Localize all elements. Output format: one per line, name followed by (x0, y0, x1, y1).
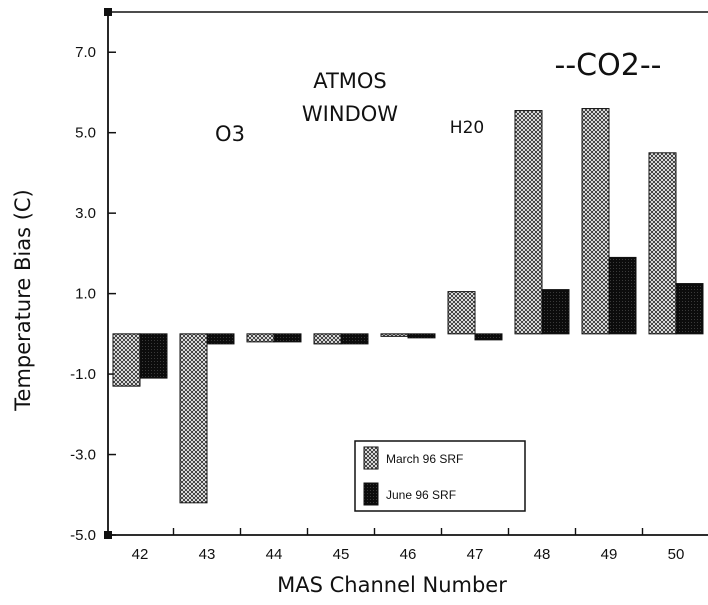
bar-march-96 (514, 110, 543, 335)
x-tick-label: 48 (534, 546, 551, 563)
legend-label-june: June 96 SRF (386, 488, 456, 502)
bar-june-96 (273, 333, 302, 343)
annotation-atmos: ATMOS (313, 69, 387, 93)
bar-series (112, 108, 704, 504)
x-tick-label: 49 (601, 546, 618, 563)
legend: March 96 SRF June 96 SRF (354, 440, 526, 512)
bar-march-96 (380, 333, 409, 337)
x-tick-label: 47 (467, 546, 484, 563)
x-tick-label: 44 (266, 546, 283, 563)
y-tick-label: 1.0 (75, 286, 96, 303)
x-axis-title: MAS Channel Number (277, 573, 507, 597)
bar-june-96 (541, 289, 570, 335)
bar-march-96 (648, 152, 677, 335)
x-tick-label: 46 (400, 546, 417, 563)
y-axis: 7.0 5.0 3.0 1.0 -1.0 -3.0 -5.0 (70, 44, 116, 544)
bar-june-96 (206, 333, 235, 345)
bar-june-96 (608, 256, 637, 335)
legend-box (354, 440, 526, 512)
bar-march-96 (447, 291, 476, 335)
x-tick-label: 45 (333, 546, 350, 563)
y-tick-label: -3.0 (70, 447, 96, 464)
x-tick-label: 50 (668, 546, 685, 563)
bar-march-96 (246, 333, 275, 343)
annotation-co2: --CO2-- (555, 48, 662, 83)
bar-june-96 (340, 333, 369, 345)
corner-mark (104, 8, 112, 16)
bar-march-96 (581, 108, 610, 335)
y-tick-label: 5.0 (75, 125, 96, 142)
x-axis: 42 43 44 45 46 47 48 49 50 (132, 528, 685, 563)
y-axis-title: Temperature Bias (C) (11, 189, 35, 411)
bar-june-96 (675, 283, 704, 335)
y-tick-label: 3.0 (75, 205, 96, 222)
y-tick-label: 7.0 (75, 44, 96, 61)
bar-march-96 (313, 333, 342, 345)
legend-swatch-june (363, 482, 379, 506)
y-tick-label: -1.0 (70, 366, 96, 383)
plot-frame (104, 8, 708, 539)
legend-label-march: March 96 SRF (386, 452, 463, 466)
y-tick-label: -5.0 (70, 527, 96, 544)
bar-march-96 (112, 333, 141, 387)
bar-march-96 (179, 333, 208, 504)
bar-june-96 (474, 333, 503, 341)
annotation-window: WINDOW (302, 102, 398, 126)
legend-swatch-march (363, 446, 379, 470)
x-tick-label: 42 (132, 546, 149, 563)
bar-june-96 (139, 333, 168, 379)
x-tick-label: 43 (199, 546, 216, 563)
annotation-h2o: H20 (450, 118, 484, 138)
annotation-o3: O3 (215, 122, 245, 146)
bar-june-96 (407, 333, 436, 339)
